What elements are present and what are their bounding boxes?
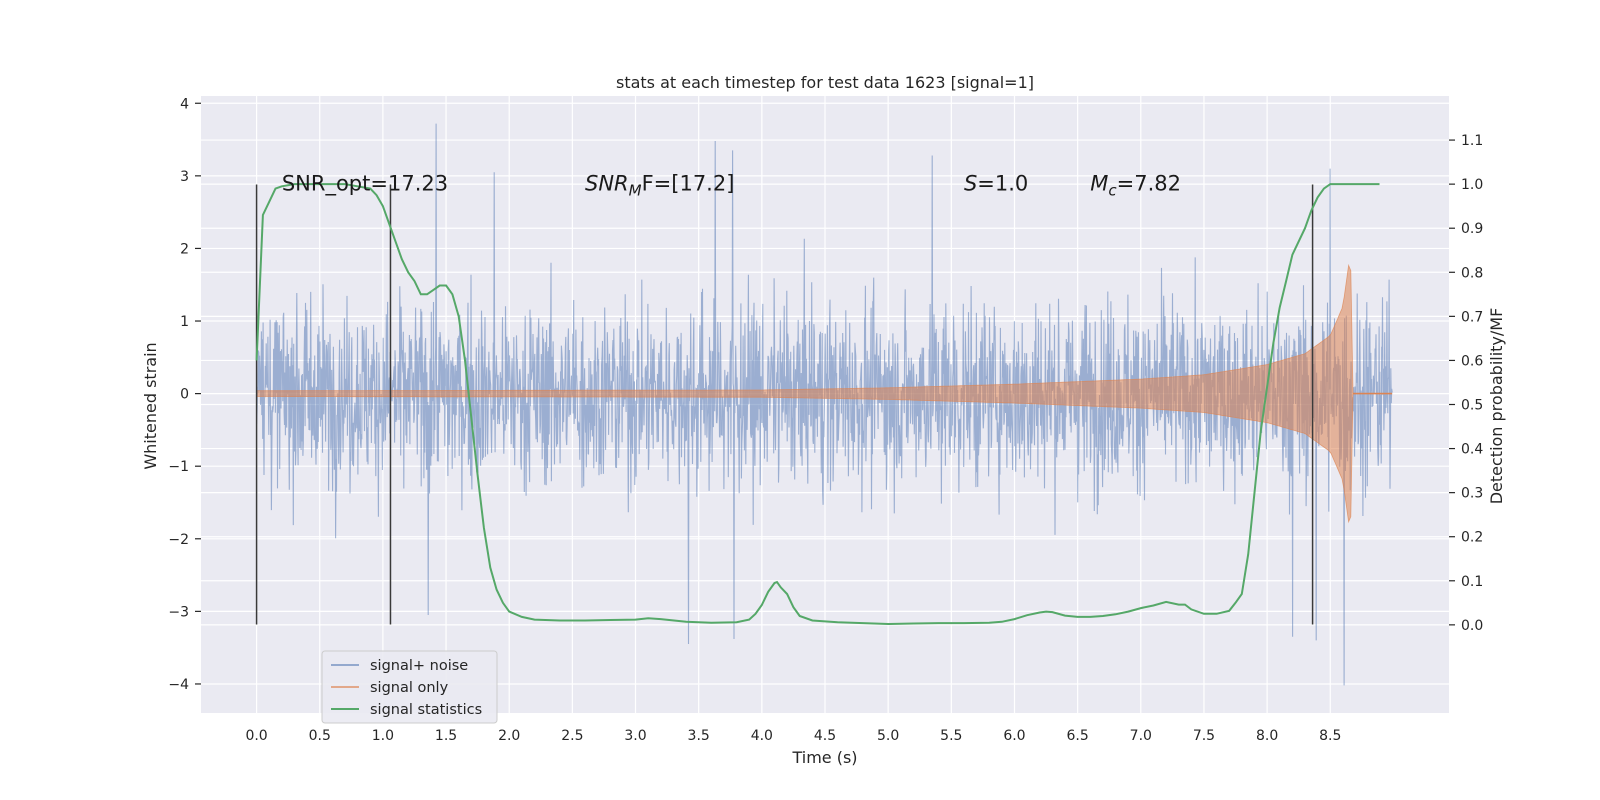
- series-signal-statistics: [255, 183, 1380, 626]
- legend-label-2: signal statistics: [370, 702, 482, 718]
- y-tick-label-1: −3: [168, 604, 189, 620]
- x-axis-label: Time (s): [791, 748, 857, 767]
- y-right-tick-label-1: 0.1: [1461, 574, 1483, 590]
- x-tick-label-3: 1.5: [435, 728, 457, 744]
- x-tick-label-12: 6.0: [1003, 728, 1025, 744]
- y-right-tick-label-2: 0.2: [1461, 530, 1483, 546]
- x-tick-label-6: 3.0: [624, 728, 646, 744]
- annotation-0: SNR_opt=17.23: [282, 171, 448, 196]
- x-tick-label-5: 2.5: [561, 728, 583, 744]
- x-tick-label-9: 4.5: [814, 728, 836, 744]
- y-right-tick-label-11: 1.1: [1461, 133, 1483, 149]
- line-signal-statistics: [255, 183, 1380, 626]
- y-tick-label-6: 2: [180, 241, 189, 257]
- y-axis-ticks: −4 −3 −2 −1 0 1 2 3 4: [168, 96, 201, 693]
- y-right-tick-label-6: 0.6: [1461, 353, 1483, 369]
- y-right-tick-label-9: 0.9: [1461, 221, 1483, 237]
- y-right-tick-label-8: 0.8: [1461, 265, 1483, 281]
- annotation-2: S=1.0: [964, 171, 1028, 195]
- x-tick-label-4: 2.0: [498, 728, 520, 744]
- series-signal-only: [256, 263, 1393, 524]
- x-tick-label-1: 0.5: [309, 728, 331, 744]
- legend: signal+ noise signal only signal statistic…: [321, 650, 498, 724]
- x-tick-label-8: 4.0: [751, 728, 773, 744]
- y-tick-label-0: −4: [168, 677, 189, 693]
- annotation-3: Mc=7.82: [1090, 171, 1181, 199]
- x-axis-ticks: 0.0 0.5 1.0 1.5 2.0 2.5 3.0 3.5 4.0 4.5 5.0 5.5 6.0 6…: [245, 728, 1341, 744]
- y-tick-label-7: 3: [180, 169, 189, 185]
- y-tick-label-8: 4: [180, 96, 189, 112]
- y-axis-right-label: Detection probability/MF: [1487, 308, 1506, 505]
- x-tick-label-10: 5.0: [877, 728, 899, 744]
- legend-label-1: signal only: [370, 680, 449, 696]
- y-tick-label-2: −2: [168, 532, 189, 548]
- y-tick-label-3: −1: [168, 459, 189, 475]
- x-tick-label-14: 7.0: [1130, 728, 1152, 744]
- annotations: SNR_opt=17.23 SNRMF=[17.2] S=1.0 Mc=7.82: [282, 171, 1181, 199]
- y-right-tick-label-5: 0.5: [1461, 398, 1483, 414]
- band-signal-only: [256, 263, 1354, 524]
- x-tick-label-11: 5.5: [940, 728, 962, 744]
- y-right-tick-label-10: 1.0: [1461, 177, 1483, 193]
- y-right-tick-label-0: 0.0: [1461, 618, 1483, 634]
- y-axis-right-ticks: 0.0 0.1 0.2 0.3 0.4 0.5 0.6 0.7 0.8 0.9 1.0 1.1: [1449, 133, 1483, 634]
- y-right-tick-label-4: 0.4: [1461, 442, 1483, 458]
- legend-label-0: signal+ noise: [370, 658, 468, 674]
- x-tick-label-2: 1.0: [372, 728, 394, 744]
- x-tick-label-16: 8.0: [1256, 728, 1278, 744]
- x-tick-label-13: 6.5: [1066, 728, 1088, 744]
- x-tick-label-0: 0.0: [245, 728, 267, 744]
- legend-frame: [321, 650, 498, 724]
- x-tick-label-15: 7.5: [1193, 728, 1215, 744]
- y-axis-label: Whitened strain: [141, 342, 160, 469]
- vertical-markers: [255, 184, 1314, 625]
- y-right-tick-label-3: 0.3: [1461, 486, 1483, 502]
- y-tick-label-5: 1: [180, 314, 189, 330]
- x-tick-label-17: 8.5: [1319, 728, 1341, 744]
- x-tick-label-7: 3.5: [688, 728, 710, 744]
- chart-title: stats at each timestep for test data 162…: [616, 73, 1034, 92]
- y-tick-label-4: 0: [180, 387, 189, 403]
- annotation-1: SNRMF=[17.2]: [585, 171, 734, 199]
- grid: [201, 96, 1449, 713]
- y-right-tick-label-7: 0.7: [1461, 309, 1483, 325]
